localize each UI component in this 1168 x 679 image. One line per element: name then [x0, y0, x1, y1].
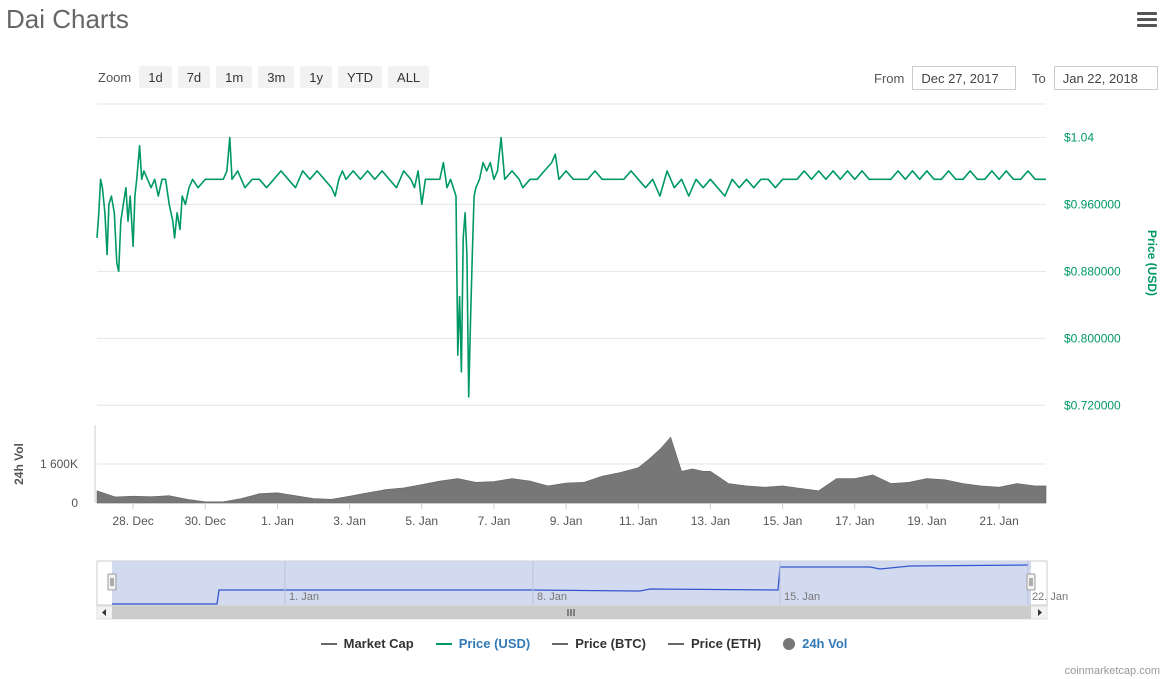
price-tick-label: $0.800000 [1064, 331, 1121, 345]
legend-label: Market Cap [343, 636, 414, 651]
navigator-handle[interactable] [1026, 573, 1036, 591]
legend-label: Price (BTC) [575, 636, 647, 651]
zoom-all-button[interactable]: ALL [388, 66, 430, 88]
price-tick-label: $0.960000 [1064, 197, 1121, 211]
scroll-right-icon[interactable] [1038, 609, 1042, 616]
x-tick-label: 19. Jan [907, 514, 946, 528]
legend-line-icon [320, 642, 337, 645]
zoom-7d-button[interactable]: 7d [177, 66, 211, 88]
zoom-3m-button[interactable]: 3m [258, 66, 295, 88]
navigator[interactable]: 1. Jan 8. Jan 15. Jan 22. Jan [96, 560, 1068, 620]
zoom-1m-button[interactable]: 1m [216, 66, 253, 88]
price-volume-chart[interactable]: $1.04 $0.960000 $0.880000 $0.800000 $0.72000… [0, 0, 1168, 630]
navigator-tick-label: 15. Jan [784, 591, 820, 603]
x-tick-label: 15. Jan [763, 514, 802, 528]
price-axis: $1.04 $0.960000 $0.880000 $0.800000 $0.72000… [1064, 130, 1159, 412]
legend-line-icon [668, 642, 685, 645]
x-tick-label: 13. Jan [691, 514, 730, 528]
volume-tick-label: 0 [71, 496, 78, 510]
volume-series[interactable] [96, 436, 1047, 504]
price-series[interactable] [96, 136, 1046, 398]
x-tick-label: 21. Jan [979, 514, 1018, 528]
legend: Market Cap Price (USD) Price (BTC) Price… [0, 636, 1168, 651]
legend-label: Price (USD) [458, 636, 531, 651]
zoom-1y-button[interactable]: 1y [300, 66, 333, 88]
legend-dot-icon [783, 637, 796, 650]
date-range-from: From [874, 66, 1017, 90]
zoom-label: Zoom [98, 69, 132, 85]
navigator-handle[interactable] [107, 573, 117, 591]
x-tick-label: 17. Jan [835, 514, 874, 528]
grid-lines [94, 103, 1046, 504]
legend-item-24h-vol[interactable]: 24h Vol [783, 636, 847, 651]
page-title: Dai Charts [6, 4, 129, 34]
legend-item-price-eth[interactable]: Price (ETH) [668, 636, 761, 651]
x-axis: 28. Dec 30. Dec 1. Jan 3. Jan 5. Jan 7. Jan 9.… [112, 503, 1019, 528]
hamburger-menu-icon[interactable] [1137, 12, 1157, 30]
legend-item-price-btc[interactable]: Price (BTC) [552, 636, 646, 651]
x-tick-label: 3. Jan [333, 514, 366, 528]
price-axis-title: Price (USD) [1145, 230, 1159, 296]
x-tick-label: 11. Jan [619, 514, 657, 528]
legend-item-market-cap[interactable]: Market Cap [320, 636, 414, 651]
legend-item-price-usd[interactable]: Price (USD) [435, 636, 531, 651]
to-label: To [1032, 70, 1046, 86]
scroll-left-icon[interactable] [102, 609, 106, 616]
navigator-tick-label: 8. Jan [537, 591, 567, 603]
legend-label: 24h Vol [802, 636, 848, 651]
x-tick-label: 5. Jan [405, 514, 438, 528]
volume-axis: 0 1 600K 24h Vol [12, 443, 78, 510]
x-tick-label: 7. Jan [478, 514, 511, 528]
volume-bars[interactable] [96, 436, 1047, 504]
x-tick-label: 9. Jan [550, 514, 583, 528]
zoom-ytd-button[interactable]: YTD [338, 66, 383, 88]
volume-axis-title: 24h Vol [12, 443, 26, 485]
price-usd-line[interactable] [96, 136, 1046, 398]
from-date-input[interactable] [912, 66, 1017, 90]
x-tick-label: 28. Dec [112, 514, 153, 528]
legend-label: Price (ETH) [691, 636, 762, 651]
legend-line-icon [435, 642, 452, 645]
navigator-tick-label: 1. Jan [289, 591, 319, 603]
x-tick-label: 30. Dec [185, 514, 226, 528]
zoom-controls: Zoom 1d 7d 1m 3m 1y YTD ALL [98, 66, 435, 88]
zoom-1d-button[interactable]: 1d [139, 66, 172, 88]
legend-line-icon [552, 642, 569, 645]
navigator-series-line [112, 564, 1029, 605]
price-tick-label: $0.880000 [1064, 264, 1121, 278]
price-tick-label: $0.720000 [1064, 398, 1121, 412]
navigator-tick-label: 22. Jan [1032, 591, 1068, 603]
from-label: From [874, 70, 905, 86]
to-date-input[interactable] [1053, 66, 1158, 90]
credits-link[interactable]: coinmarketcap.com [1064, 665, 1160, 677]
price-tick-label: $1.04 [1064, 130, 1094, 144]
volume-tick-label: 1 600K [40, 457, 78, 471]
x-tick-label: 1. Jan [261, 514, 294, 528]
date-range-to: To [1032, 66, 1158, 90]
